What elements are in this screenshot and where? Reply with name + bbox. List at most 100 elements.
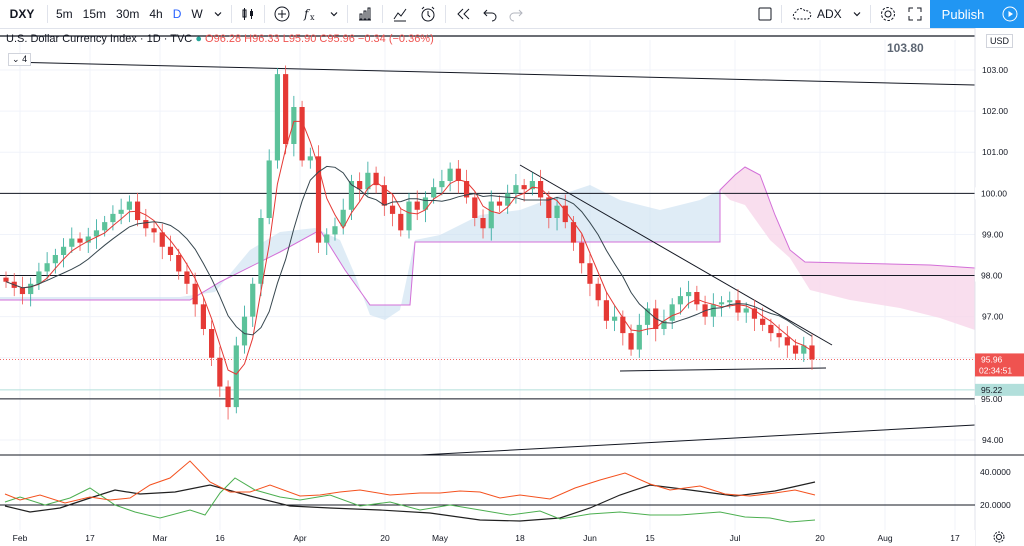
redo-icon[interactable] [503, 0, 529, 28]
market-status-dot-icon: ● [195, 33, 202, 45]
rising-trendline [419, 424, 976, 456]
candle-up [258, 218, 264, 284]
toolbar-divider [263, 5, 265, 23]
indicators-dropdown-icon[interactable] [324, 0, 344, 28]
candle-down [373, 172, 379, 186]
candle-up [126, 201, 132, 210]
time-tick-label: 16 [215, 533, 225, 543]
level-tag-95-bg [975, 392, 1024, 405]
candle-up [274, 74, 281, 161]
candle-up [431, 187, 437, 198]
candle-up [406, 201, 412, 231]
fullscreen-toggle-icon[interactable] [752, 0, 778, 28]
fullscreen-expand-icon[interactable] [902, 0, 928, 28]
indicators-collapse-chip[interactable]: ⌄ 4 [8, 53, 32, 66]
svg-text:f: f [303, 7, 311, 21]
candle-up [28, 283, 34, 295]
price-tick-label: 94.00 [982, 435, 1004, 445]
layout-name[interactable]: ADX [817, 7, 842, 21]
cloud-span-line [0, 166, 976, 306]
toolbar-divider [381, 5, 383, 23]
candle-up [644, 308, 651, 325]
candle-up [677, 296, 684, 305]
toolbar-divider [230, 5, 232, 23]
candle-up [422, 197, 429, 210]
candle-up [118, 209, 124, 214]
candle-up [250, 283, 256, 317]
svg-text:x: x [310, 13, 315, 22]
interval-30m[interactable]: 30m [116, 7, 140, 21]
publish-button[interactable]: Publish [930, 0, 996, 28]
replay-icon[interactable] [449, 0, 477, 28]
di-minus-line [4, 460, 816, 504]
currency-label[interactable]: USD [986, 34, 1014, 48]
add-compare-icon[interactable] [268, 0, 296, 28]
candle-up [488, 201, 494, 229]
adx-tick-label: 40.0000 [980, 467, 1011, 477]
time-tick-label: Feb [13, 533, 28, 543]
price-tick-label: 102.00 [982, 106, 1008, 116]
chevron-down-icon: ⌄ [12, 54, 20, 64]
candle-up [85, 236, 91, 243]
interval-d[interactable]: D [172, 7, 182, 21]
financials-icon[interactable] [351, 0, 379, 28]
interval-5m[interactable]: 5m [56, 7, 73, 21]
candle-up [102, 222, 108, 231]
candle-down [283, 74, 289, 144]
interval-dropdown-icon[interactable] [208, 0, 228, 28]
chart-area[interactable]: 103.00 102.00 101.00 100.00 99.00 98.00 97.00 9… [0, 28, 1024, 546]
candle-up [266, 160, 272, 218]
toolbar-divider [47, 5, 48, 23]
price-tick-label: 99.00 [982, 229, 1004, 239]
candle-up [743, 308, 749, 313]
toolbar-divider [346, 5, 348, 23]
axis-settings-gear-icon[interactable] [993, 531, 1005, 543]
candle-down [225, 386, 231, 408]
candle-down [151, 228, 157, 233]
time-tick-label: Aug [877, 533, 892, 543]
level-tag-98-bg [975, 269, 1024, 282]
candle-up [710, 304, 716, 317]
candle-down [472, 197, 478, 218]
time-tick-label: 17 [85, 533, 95, 543]
adx-line [4, 481, 816, 522]
interval-w[interactable]: W [191, 7, 203, 21]
compare-chart-icon[interactable] [386, 0, 414, 28]
candle-down [159, 232, 165, 247]
candle-down [357, 181, 363, 190]
candle-down [537, 181, 544, 198]
candle-up [332, 226, 338, 235]
symbol-search[interactable]: DXY [9, 7, 35, 21]
candle-down [184, 271, 190, 284]
candle-down [77, 238, 83, 243]
alert-icon[interactable] [414, 0, 442, 28]
layout-cloud-icon[interactable] [785, 0, 817, 28]
candle-down [176, 255, 182, 272]
candle-up [365, 172, 371, 190]
candle-up [69, 238, 75, 247]
candle-up [324, 234, 330, 243]
interval-4h[interactable]: 4h [149, 7, 163, 21]
candles-icon[interactable] [235, 0, 261, 28]
publish-play-icon[interactable] [996, 0, 1024, 28]
layout-dropdown-icon[interactable] [847, 0, 867, 28]
time-tick-label: 20 [380, 533, 390, 543]
undo-icon[interactable] [477, 0, 503, 28]
interval-15m[interactable]: 15m [82, 7, 107, 21]
toolbar-divider [444, 5, 446, 23]
level-tag-95-22-bg [975, 383, 1024, 396]
level-tag-95-22: 95.22 [981, 385, 1003, 395]
slow-moving-average-line [5, 165, 813, 337]
time-tick-label: 18 [515, 533, 525, 543]
candle-up [669, 304, 675, 321]
ichimoku-cloud-bullish [0, 185, 720, 320]
level-tag-100: 100.00 [981, 188, 1007, 198]
candle-up [348, 181, 355, 210]
toolbar-divider [781, 5, 782, 23]
settings-gear-icon[interactable] [874, 0, 902, 28]
candle-down [603, 300, 609, 321]
price-annotation: 103.80 [887, 41, 924, 55]
candle-down [463, 181, 470, 198]
